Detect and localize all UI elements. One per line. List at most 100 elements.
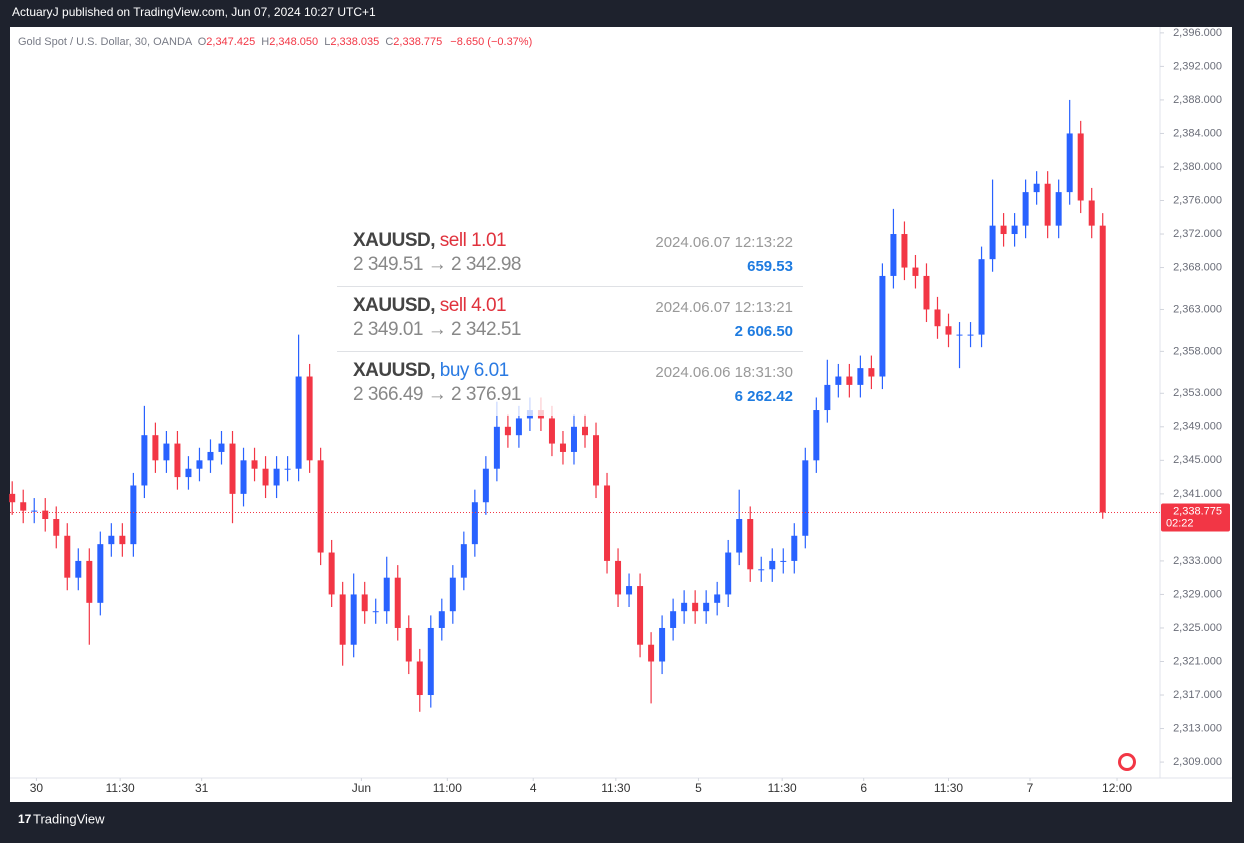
trade-title: XAUUSD, buy 6.01 (353, 360, 509, 382)
candle-body (482, 468, 489, 503)
candle-body (9, 493, 16, 503)
last-price-label: 2,338.775 (1173, 505, 1222, 517)
candle-body (901, 234, 908, 268)
y-tick-label: 2,329.000 (1173, 588, 1222, 600)
candle-body (659, 627, 666, 662)
trade-row: XAUUSD, buy 6.01 2 366.49 → 2 376.91 2024.… (337, 352, 803, 416)
x-tick-label: 11:30 (768, 781, 797, 795)
candle-body (141, 435, 148, 486)
candle-body (42, 510, 49, 520)
candle-body (504, 426, 511, 436)
candle-body (185, 468, 192, 478)
candle-body (515, 418, 522, 436)
candle-body (559, 443, 566, 452)
trade-profit: 6 262.42 (734, 388, 793, 405)
candle-body (394, 577, 401, 628)
candle-body (1077, 133, 1084, 201)
candle-body (240, 460, 247, 494)
trade-symbol: XAUUSD, (353, 360, 436, 381)
trade-side: buy (439, 360, 470, 381)
x-tick-label: 30 (30, 781, 44, 795)
trade-title: XAUUSD, sell 4.01 (353, 295, 507, 317)
candle-body (20, 502, 27, 511)
trade-side: sell (439, 295, 467, 316)
candle-body (163, 443, 170, 461)
y-tick-label: 2,396.000 (1173, 27, 1222, 39)
candle-body (306, 376, 313, 461)
candle-body (780, 560, 787, 562)
trade-volume: 6.01 (473, 360, 509, 381)
y-tick-label: 2,392.000 (1173, 60, 1222, 72)
candle-body (714, 594, 721, 603)
candle-body (868, 368, 875, 377)
x-tick-label: 11:30 (601, 781, 630, 795)
last-price-tag (1161, 503, 1230, 532)
y-tick-label: 2,388.000 (1173, 94, 1222, 106)
candle-body (703, 602, 710, 612)
countdown: 02:22 (1166, 517, 1194, 529)
candle-body (119, 535, 126, 545)
x-tick-label: 5 (695, 781, 702, 795)
candle-body (791, 535, 798, 561)
trade-time: 2024.06.07 12:13:22 (655, 234, 793, 251)
y-tick-label: 2,349.000 (1173, 421, 1222, 433)
candle-body (1033, 183, 1040, 193)
candle-body (97, 544, 104, 603)
trade-row: XAUUSD, sell 4.01 2 349.01 → 2 342.51 2024… (337, 287, 803, 352)
candle-body (582, 426, 588, 436)
candle-body (31, 510, 38, 512)
candle-body (229, 443, 236, 494)
candle-body (978, 259, 985, 335)
y-tick-label: 2,376.000 (1173, 194, 1222, 206)
x-tick-label: 11:00 (433, 781, 462, 795)
trade-list: XAUUSD, sell 1.01 2 349.51 → 2 342.98 2024… (337, 222, 803, 416)
legend: Gold Spot / U.S. Dollar, 30, OANDA O2,34… (18, 36, 532, 48)
trade-title: XAUUSD, sell 1.01 (353, 230, 507, 252)
trade-row: XAUUSD, sell 1.01 2 349.51 → 2 342.98 2024… (337, 222, 803, 287)
y-tick-label: 2,353.000 (1173, 387, 1222, 399)
candle-body (372, 611, 379, 613)
candle-body (1099, 225, 1106, 513)
candle-body (923, 275, 930, 310)
brand: TradingView (33, 811, 105, 826)
y-tick-label: 2,309.000 (1173, 756, 1222, 768)
candle-body (692, 602, 699, 612)
y-tick-label: 2,380.000 (1173, 161, 1222, 173)
candle-body (1066, 133, 1073, 193)
legend-key: O (198, 36, 207, 48)
candle-body (626, 586, 633, 595)
candle-body (548, 418, 555, 444)
x-tick-label: 4 (530, 781, 537, 795)
candle-body (648, 644, 655, 662)
trade-time: 2024.06.06 18:31:30 (655, 364, 793, 381)
flag-icon-inner (1121, 756, 1133, 768)
candle-body (361, 594, 368, 612)
candle-body (295, 376, 302, 469)
trade-prices: 2 349.51 → 2 342.98 (353, 254, 521, 275)
candle-body (670, 611, 677, 628)
candle-body (879, 275, 886, 377)
candle-body (218, 443, 225, 452)
candle-body (725, 552, 732, 595)
candle-body (152, 435, 159, 461)
candle-body (747, 519, 754, 570)
candle-body (449, 577, 456, 612)
candle-body (813, 410, 820, 461)
candle-body (53, 519, 60, 536)
y-tick-label: 2,372.000 (1173, 228, 1222, 240)
trade-time: 2024.06.07 12:13:21 (655, 299, 793, 316)
candle-body (758, 569, 765, 571)
candle-body (383, 577, 390, 612)
symbol: Gold Spot / U.S. Dollar, 30, OANDA (18, 36, 193, 48)
candle-body (262, 468, 269, 486)
candle-body (317, 460, 324, 553)
candle-body (438, 611, 445, 628)
legend-key: H (261, 36, 269, 48)
y-tick-label: 2,345.000 (1173, 454, 1222, 466)
candle-body (824, 384, 831, 411)
y-tick-label: 2,333.000 (1173, 555, 1222, 567)
candle-body (802, 460, 809, 536)
x-tick-label: 7 (1027, 781, 1034, 795)
